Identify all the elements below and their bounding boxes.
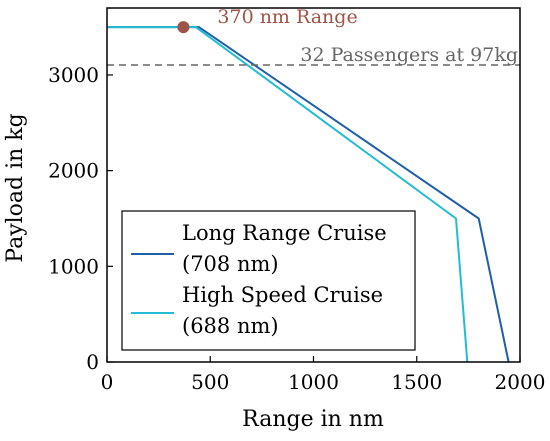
y-tick-label: 2000 — [48, 159, 99, 183]
range-marker-dot — [177, 21, 190, 34]
x-tick-label: 2000 — [495, 370, 546, 394]
series-line-1 — [107, 26, 469, 363]
y-axis-ticks: 0 1000 2000 3000 — [48, 63, 113, 374]
range-marker-label: 370 nm Range — [217, 6, 357, 28]
legend-label-long-range-line2: (708 nm) — [182, 252, 279, 276]
y-tick-label: 0 — [86, 350, 99, 374]
plot-lines — [107, 26, 510, 363]
x-tick-label: 500 — [191, 370, 229, 394]
legend-label-high-speed-line2: (688 nm) — [182, 314, 279, 338]
x-tick-label: 1500 — [391, 370, 442, 394]
legend: Long Range Cruise (708 nm) High Speed Cr… — [121, 210, 416, 351]
legend-label-high-speed-line1: High Speed Cruise — [182, 283, 383, 307]
x-axis-ticks: 0 500 1000 1500 2000 — [101, 356, 546, 394]
y-axis-title: Payload in kg — [3, 113, 28, 262]
y-tick-label: 1000 — [48, 254, 99, 278]
reference-line-label: 32 Passengers at 97kg — [300, 44, 518, 66]
legend-label-long-range-line1: Long Range Cruise — [182, 221, 387, 245]
legend-box — [121, 210, 416, 351]
x-tick-label: 1000 — [288, 370, 339, 394]
x-axis-title: Range in nm — [242, 407, 384, 432]
y-tick-label: 3000 — [48, 63, 99, 87]
x-tick-label: 0 — [101, 370, 114, 394]
plot-frame — [106, 7, 521, 363]
